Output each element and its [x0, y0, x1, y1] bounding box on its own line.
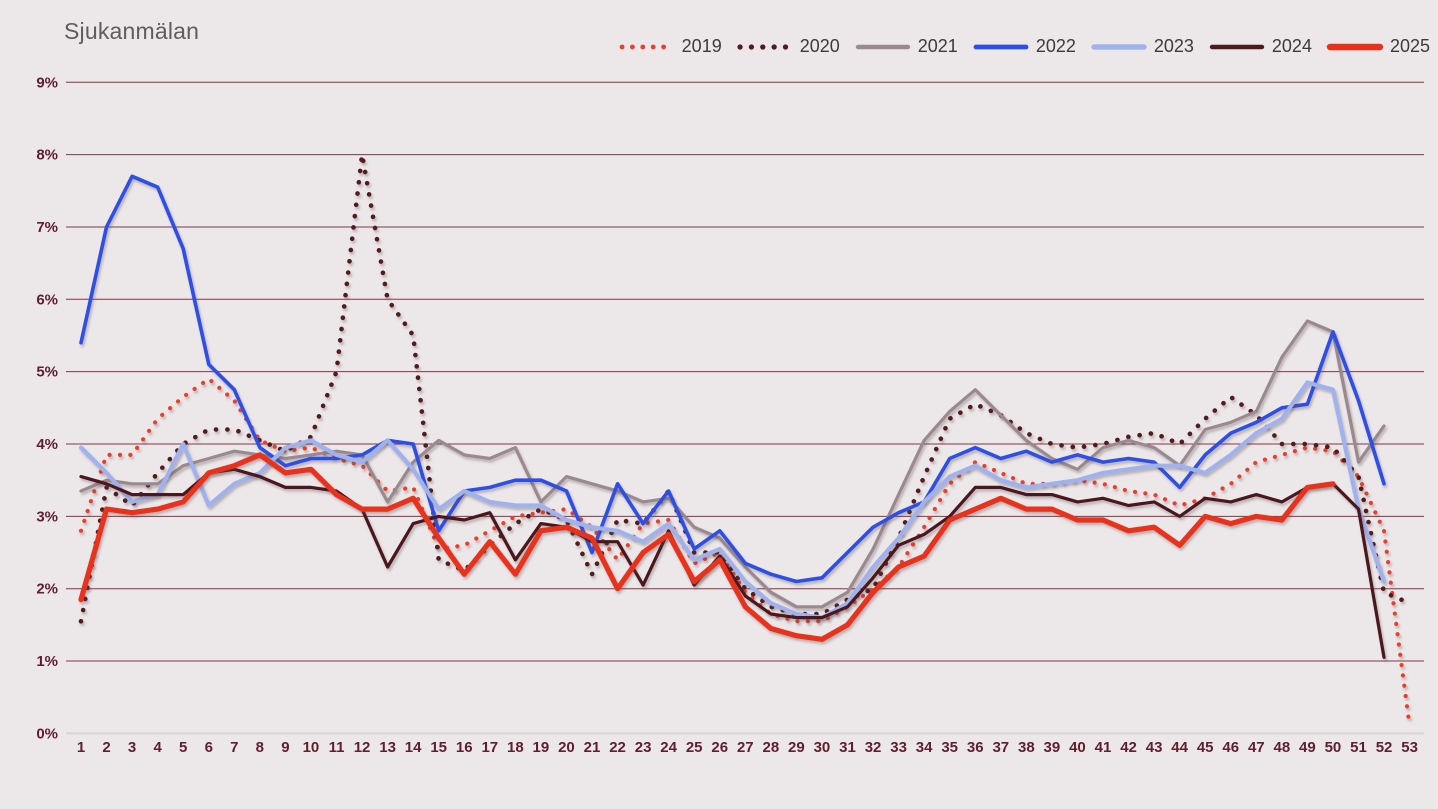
legend-marker-solid	[1326, 43, 1384, 50]
series-2021-line	[79, 319, 1386, 609]
series-2019-line	[78, 376, 1412, 729]
x-axis-tick-label: 9	[281, 739, 289, 756]
x-axis-tick-label: 15	[430, 739, 447, 756]
legend-item-2023: 2023	[1090, 36, 1194, 57]
x-axis-tick-label: 42	[1120, 739, 1137, 756]
x-axis-tick-label: 16	[456, 739, 473, 756]
x-axis-tick-label: 1	[77, 739, 85, 756]
x-axis-tick-label: 28	[763, 739, 780, 756]
legend-marker-solid	[1091, 43, 1147, 50]
x-axis-tick-label: 34	[916, 739, 933, 756]
y-axis-tick-label: 6%	[36, 291, 58, 308]
y-axis-tick-label: 3%	[36, 508, 58, 525]
x-axis-tick-label: 33	[890, 739, 907, 756]
legend-marker-dotted	[619, 44, 675, 49]
x-axis-tick-label: 32	[865, 739, 882, 756]
x-axis-tick-label: 49	[1299, 739, 1316, 756]
x-axis-tick-label: 8	[256, 739, 264, 756]
series-2024-line	[79, 467, 1386, 660]
x-axis-tick-label: 19	[533, 739, 550, 756]
x-axis-tick-label: 53	[1401, 739, 1418, 756]
y-axis-tick-label: 4%	[36, 436, 58, 453]
x-axis-tick-label: 6	[205, 739, 213, 756]
x-axis-tick-label: 17	[481, 739, 498, 756]
chart-legend: 2019 2020 2021 2022 2023 2024 2025	[618, 36, 1430, 57]
y-axis-tick-label: 2%	[36, 581, 58, 598]
x-axis-tick-label: 10	[303, 739, 320, 756]
y-axis-tick-label: 8%	[36, 147, 58, 164]
legend-item-2025: 2025	[1326, 36, 1430, 57]
x-axis-tick-label: 43	[1146, 739, 1163, 756]
legend-marker-solid	[855, 44, 910, 49]
x-axis-tick-label: 44	[1171, 739, 1188, 756]
x-axis-tick-label: 50	[1325, 739, 1342, 756]
x-axis-tick-label: 20	[558, 739, 575, 756]
x-axis-tick-label: 30	[814, 739, 831, 756]
legend-marker-solid	[1209, 44, 1265, 49]
chart-title: Sjukanmälan	[64, 18, 200, 44]
y-axis-tick-label: 9%	[36, 74, 58, 91]
x-axis-tick-label: 52	[1376, 739, 1393, 756]
legend-label: 2025	[1389, 36, 1430, 56]
x-axis-tick-label: 7	[230, 739, 238, 756]
series-2020-line	[78, 152, 1412, 624]
x-axis-tick-label: 12	[354, 739, 371, 756]
y-axis-tick-label: 1%	[36, 653, 58, 670]
x-axis-tick-label: 31	[839, 739, 856, 756]
series-2023-line	[78, 380, 1387, 620]
x-axis-tick-label: 40	[1069, 739, 1086, 756]
x-axis-tick-label: 36	[967, 739, 984, 756]
legend-item-2021: 2021	[854, 36, 958, 57]
legend-label: 2023	[1153, 36, 1194, 56]
x-axis-tick-label: 39	[1044, 739, 1061, 756]
x-axis-tick-label: 25	[686, 739, 703, 756]
legend-item-2019: 2019	[618, 36, 722, 57]
x-axis-tick-label: 2	[102, 739, 110, 756]
x-axis-tick-label: 14	[405, 739, 422, 756]
legend-item-2022: 2022	[972, 36, 1076, 57]
legend-item-2020: 2020	[736, 36, 840, 57]
y-axis-tick-label: 5%	[36, 364, 58, 381]
series-2022-line	[79, 174, 1386, 584]
x-axis-tick-label: 29	[788, 739, 805, 756]
x-axis-tick-label: 47	[1248, 739, 1265, 756]
x-axis-tick-label: 37	[992, 739, 1009, 756]
x-axis-tick-label: 45	[1197, 739, 1214, 756]
x-axis-tick-label: 4	[153, 739, 162, 756]
x-axis-tick-label: 5	[179, 739, 187, 756]
x-axis-tick-label: 35	[941, 739, 958, 756]
legend-item-2024: 2024	[1208, 36, 1312, 57]
x-axis-tick-label: 3	[128, 739, 136, 756]
legend-label: 2024	[1271, 36, 1312, 56]
legend-label: 2020	[799, 36, 840, 56]
x-axis-tick-label: 26	[711, 739, 728, 756]
x-axis-tick-label: 51	[1350, 739, 1367, 756]
x-axis-tick-label: 41	[1095, 739, 1112, 756]
x-axis-tick-label: 18	[507, 739, 524, 756]
x-axis-tick-label: 11	[329, 739, 345, 756]
legend-label: 2022	[1035, 36, 1076, 56]
x-axis-tick-label: 23	[635, 739, 652, 756]
x-axis-tick-label: 46	[1222, 739, 1239, 756]
x-axis-tick-label: 13	[379, 739, 396, 756]
y-axis-tick-label: 0%	[36, 725, 58, 742]
legend-label: 2021	[917, 36, 958, 56]
y-axis-tick-label: 7%	[36, 219, 58, 236]
x-axis-tick-label: 22	[609, 739, 626, 756]
legend-marker-solid	[973, 44, 1029, 49]
legend-marker-dotted	[737, 43, 793, 50]
x-axis-tick-label: 27	[737, 739, 754, 756]
x-axis-tick-label: 38	[1018, 739, 1035, 756]
x-axis-tick-label: 21	[584, 739, 601, 756]
series-2025-line	[78, 452, 1336, 642]
x-axis-tick-label: 24	[660, 739, 677, 756]
legend-label: 2019	[681, 36, 722, 56]
x-axis-tick-label: 48	[1274, 739, 1291, 756]
